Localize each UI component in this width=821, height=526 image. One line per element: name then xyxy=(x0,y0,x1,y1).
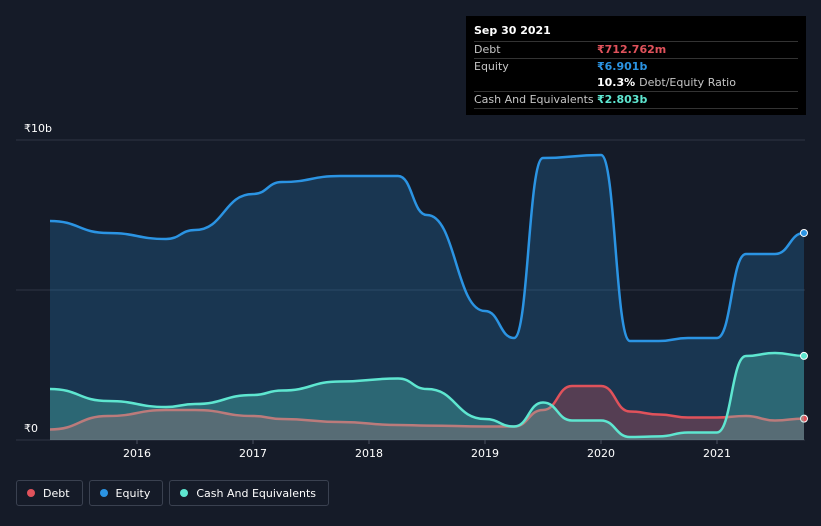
equity-dot-icon xyxy=(99,489,108,497)
tooltip-cash-value: ₹2.803b xyxy=(597,93,648,106)
cash-end-point xyxy=(800,351,808,360)
tooltip-cash-label: Cash And Equivalents xyxy=(474,93,594,106)
tooltip-ratio-label: Debt/Equity Ratio xyxy=(639,76,736,89)
y-tick-label-zero: ₹0 xyxy=(24,422,38,435)
legend-item-cash[interactable]: Cash And Equivalents xyxy=(169,480,329,506)
tooltip-debt-row: Debt ₹712.762m xyxy=(474,42,798,59)
tooltip-ratio-value: 10.3% xyxy=(597,76,636,89)
cash-dot-icon xyxy=(180,489,189,497)
legend-equity-label: Equity xyxy=(115,486,151,500)
equity-line xyxy=(49,153,805,343)
legend-cash-label: Cash And Equivalents xyxy=(196,486,316,500)
tooltip-debt-label: Debt xyxy=(474,43,501,56)
legend-debt-label: Debt xyxy=(43,486,70,500)
x-tick-label-2017: 2017 xyxy=(239,447,267,460)
tooltip-debt-value: ₹712.762m xyxy=(597,43,667,56)
tooltip-equity-label: Equity xyxy=(474,60,509,73)
tooltip-ratio-row: 10.3% Debt/Equity Ratio xyxy=(474,75,798,92)
x-tick-label-2016: 2016 xyxy=(123,447,151,460)
legend-item-equity[interactable]: Equity xyxy=(88,480,164,506)
tooltip-equity-value: ₹6.901b xyxy=(597,60,648,73)
tooltip-equity-row: Equity ₹6.901b xyxy=(474,59,798,75)
cash-area xyxy=(50,353,804,440)
cash-line xyxy=(49,351,805,439)
y-tick-label-max: ₹10b xyxy=(24,122,52,135)
debt-end-point xyxy=(800,414,808,423)
legend: Debt Equity Cash And Equivalents xyxy=(16,480,329,506)
equity-end-point xyxy=(800,228,808,237)
legend-item-debt[interactable]: Debt xyxy=(16,480,83,506)
equity-area xyxy=(50,155,804,440)
tooltip: Sep 30 2021 Debt ₹712.762m Equity ₹6.901… xyxy=(466,16,806,115)
x-tick-label-2018: 2018 xyxy=(355,447,383,460)
tooltip-date: Sep 30 2021 xyxy=(474,24,798,42)
x-tick-label-2021: 2021 xyxy=(703,447,731,460)
debt-dot-icon xyxy=(27,489,35,497)
x-tick-label-2019: 2019 xyxy=(471,447,499,460)
tooltip-cash-row: Cash And Equivalents ₹2.803b xyxy=(474,92,798,109)
x-tick-label-2020: 2020 xyxy=(587,447,615,460)
